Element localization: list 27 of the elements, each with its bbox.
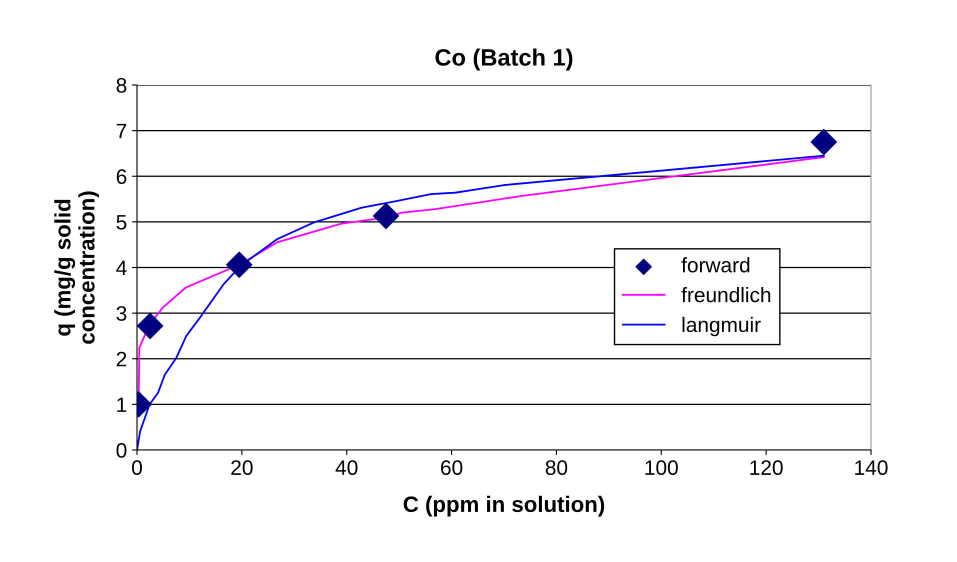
x-tick-label: 40 xyxy=(336,460,358,476)
y-tick-label: 4 xyxy=(116,260,127,276)
point xyxy=(810,128,837,156)
x-tick-label: 80 xyxy=(546,460,568,476)
legend-label: langmuir xyxy=(682,316,761,336)
chart-title: Co (Batch 1) xyxy=(435,48,572,70)
x-tick-label: 100 xyxy=(645,460,678,476)
legend-label: freundlich xyxy=(681,286,770,302)
y-tick-label: 0 xyxy=(116,443,126,458)
y-tick-label: 7 xyxy=(116,124,126,138)
y-tick-label: 1 xyxy=(117,398,126,412)
x-tick-label: 140 xyxy=(855,460,888,476)
x-tick-label: 20 xyxy=(231,460,253,476)
legend-label: forward xyxy=(681,257,750,272)
y-tick-label: 6 xyxy=(116,169,126,184)
point xyxy=(372,202,400,230)
x-tick-label: 120 xyxy=(750,460,783,476)
x-tick-label: 0 xyxy=(132,460,142,476)
y-tick-label: 3 xyxy=(116,306,126,321)
point xyxy=(137,312,164,340)
x-tick-label: 60 xyxy=(441,460,462,476)
y-tick-label: 8 xyxy=(116,78,126,93)
y-tick-label: 5 xyxy=(116,215,126,230)
x-axis-title: C (ppm in solution) xyxy=(404,496,604,517)
point xyxy=(226,252,252,278)
y-tick-label: 2 xyxy=(116,352,126,366)
y-axis-title: q (mg/g solid concentration) xyxy=(54,191,100,344)
